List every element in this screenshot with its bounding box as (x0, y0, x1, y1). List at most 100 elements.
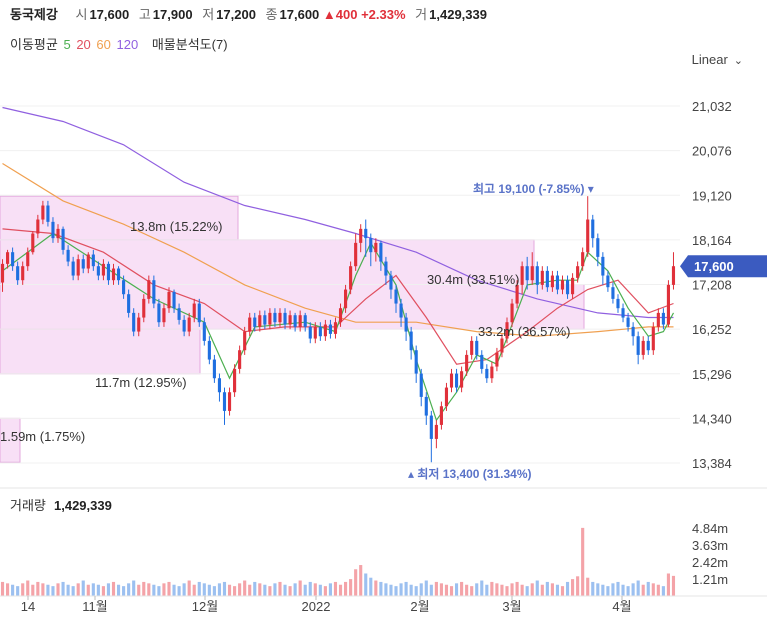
candle (535, 261, 539, 295)
candle (636, 331, 640, 365)
scale-toggle[interactable]: Linear ⌄ (692, 52, 743, 67)
ma5-label[interactable]: 5 (63, 37, 71, 52)
candle-body (571, 277, 575, 295)
volume-axis-tick: 4.84m (692, 521, 728, 536)
volume-bar (389, 584, 393, 596)
volume-bar (490, 581, 494, 596)
candle-body (26, 252, 30, 267)
volume-bar (545, 581, 549, 596)
volume-bar (132, 580, 136, 596)
candle (142, 294, 146, 323)
candle (470, 336, 474, 360)
candle (444, 382, 449, 411)
volume-bar (41, 583, 45, 596)
volume-bar (520, 584, 524, 596)
candle (323, 319, 327, 341)
candle-body (409, 331, 413, 351)
candle-body (601, 256, 605, 276)
candle-body (576, 266, 580, 278)
volume-bar (354, 569, 358, 596)
candle (349, 261, 353, 295)
candle (515, 280, 519, 309)
ma20-label[interactable]: 20 (76, 37, 91, 52)
volume-bar (313, 583, 317, 596)
candle-body (86, 254, 90, 269)
volume-bar (76, 583, 80, 596)
volume-bar (576, 576, 580, 596)
candle-body (449, 373, 454, 388)
candle-body (36, 219, 40, 234)
volume-layer: 거래량 1,429,339 4.84m 3.63m 2.42m 1.21m (0, 487, 767, 597)
candle-body (56, 228, 60, 239)
candle (51, 217, 55, 243)
candle-body (182, 319, 186, 332)
volume-bar (36, 581, 40, 596)
volume-bar (101, 586, 105, 596)
candle-body (460, 371, 464, 388)
ma120-line (2, 106, 674, 319)
candle (278, 308, 282, 327)
y-axis-tick: 18,164 (692, 233, 732, 248)
volume-bar (273, 583, 277, 596)
candle-body (172, 291, 176, 309)
volume-bar (454, 583, 459, 596)
volume-bar (167, 581, 171, 596)
volume-axis-tick: 2.42m (692, 555, 728, 570)
candle (111, 263, 116, 285)
candle (36, 214, 40, 239)
high-annotation: 최고 19,100 (-7.85%) ▾ (473, 181, 594, 196)
volume-bar (96, 584, 100, 596)
volume-profile-label[interactable]: 매물분석도(7) (151, 37, 228, 52)
candle (434, 420, 438, 449)
stock-name: 동국제강 (10, 7, 58, 22)
close-value: 17,600 (279, 7, 320, 22)
volume-bar (243, 580, 247, 596)
volume-bar (631, 583, 635, 596)
candle (399, 298, 403, 327)
volume-bar (571, 579, 575, 596)
volume-bar (6, 583, 10, 596)
candle (86, 252, 90, 274)
candle-body (81, 259, 85, 269)
volume-bar (283, 584, 287, 596)
candle-body (31, 233, 35, 253)
y-axis-tick: 14,340 (692, 411, 732, 426)
ma-label[interactable]: 이동평균 (10, 37, 58, 52)
candle (596, 233, 600, 267)
candle-body (596, 238, 600, 257)
volume-bar (86, 584, 90, 596)
volume-bar (248, 584, 252, 596)
ma120-label[interactable]: 120 (116, 37, 139, 52)
candle-body (359, 228, 363, 243)
candle (626, 312, 630, 332)
candle (116, 266, 121, 285)
volume-bar (591, 581, 595, 596)
volume-profile-label: 30.4m (33.51%) (427, 272, 520, 287)
ma60-label[interactable]: 60 (96, 37, 111, 52)
candle-body (278, 312, 282, 323)
candle (344, 284, 348, 313)
candle (81, 254, 85, 274)
candle (409, 326, 413, 360)
candles-layer (0, 196, 676, 463)
candle (581, 247, 585, 271)
volume-bar (606, 586, 610, 596)
volume-bar (293, 583, 297, 596)
candle (364, 219, 368, 257)
candle-body (217, 378, 222, 393)
candle-body (293, 315, 297, 327)
volume-bar (172, 584, 176, 596)
candle (565, 275, 570, 299)
candle (656, 308, 660, 332)
volume-bar (177, 586, 181, 596)
candle (233, 364, 237, 397)
volume-bar (651, 583, 655, 596)
candle-body (238, 350, 242, 369)
close-label: 종 (265, 7, 278, 22)
candle-body (490, 366, 494, 379)
volume-bar (475, 583, 479, 596)
volume-bar (470, 586, 474, 596)
candle (187, 312, 191, 337)
candle-body (111, 268, 116, 281)
